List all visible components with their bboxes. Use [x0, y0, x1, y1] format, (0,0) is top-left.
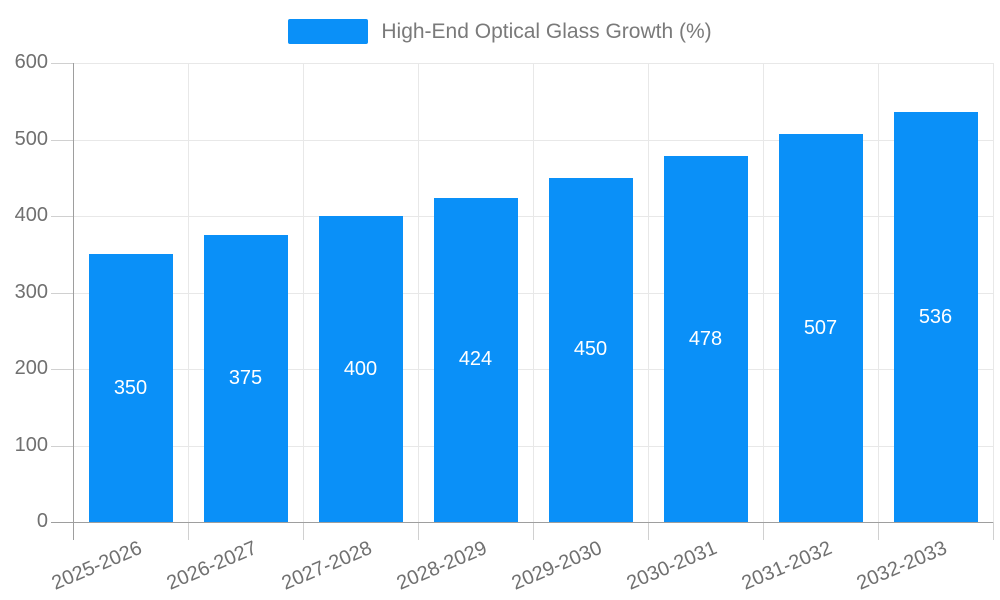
y-tick-label: 600 [14, 51, 48, 74]
bar-value-label: 424 [458, 348, 493, 371]
y-tick-mark [51, 446, 73, 447]
y-axis-line [73, 63, 74, 540]
v-gridline [188, 63, 189, 522]
x-tick-mark [763, 522, 764, 540]
x-tick-mark [878, 522, 879, 540]
bar[interactable]: 400 [318, 216, 403, 522]
y-tick-label: 300 [14, 281, 48, 304]
y-tick-mark [51, 63, 73, 64]
y-tick-mark [51, 140, 73, 141]
x-tick-mark [418, 522, 419, 540]
x-tick-label: 2027-2028 [278, 537, 376, 595]
y-tick-label: 400 [14, 204, 48, 227]
bar[interactable]: 350 [88, 254, 173, 523]
x-tick-label: 2028-2029 [393, 537, 491, 595]
v-gridline [878, 63, 879, 522]
y-tick-mark [51, 293, 73, 294]
v-gridline [303, 63, 304, 522]
bar-value-label: 478 [688, 327, 723, 350]
y-tick-label: 500 [14, 128, 48, 151]
v-gridline [533, 63, 534, 522]
x-tick-label: 2029-2030 [508, 537, 606, 595]
y-tick-mark [51, 216, 73, 217]
bar[interactable]: 424 [433, 197, 518, 522]
x-tick-mark [993, 522, 994, 540]
x-tick-mark [648, 522, 649, 540]
bar[interactable]: 450 [548, 177, 633, 523]
chart-legend[interactable]: High-End Optical Glass Growth (%) [0, 19, 1000, 44]
x-tick-label: 2030-2031 [623, 537, 721, 595]
v-gridline [418, 63, 419, 522]
x-tick-label: 2032-2033 [853, 537, 951, 595]
v-gridline [763, 63, 764, 522]
bar-value-label: 400 [343, 357, 378, 380]
bar-value-label: 450 [573, 338, 608, 361]
bar-value-label: 375 [228, 367, 263, 390]
bar-value-label: 350 [113, 376, 148, 399]
bar[interactable]: 375 [203, 235, 288, 522]
x-tick-label: 2026-2027 [163, 537, 261, 595]
x-tick-label: 2031-2032 [738, 537, 836, 595]
x-axis-line [51, 522, 993, 523]
x-tick-mark [533, 522, 534, 540]
y-tick-label: 0 [36, 510, 48, 533]
x-tick-label: 2025-2026 [48, 537, 146, 595]
y-tick-label: 200 [14, 357, 48, 380]
legend-swatch-icon [288, 19, 369, 44]
v-gridline [648, 63, 649, 522]
y-tick-mark [51, 369, 73, 370]
bar[interactable]: 478 [663, 156, 748, 522]
x-tick-mark [188, 522, 189, 540]
bar[interactable]: 507 [778, 134, 863, 522]
bar-value-label: 536 [918, 305, 953, 328]
bar[interactable]: 536 [893, 112, 978, 522]
legend-label: High-End Optical Glass Growth (%) [381, 19, 712, 43]
v-gridline [993, 63, 994, 522]
bar-value-label: 507 [803, 316, 838, 339]
x-tick-mark [303, 522, 304, 540]
y-tick-label: 100 [14, 434, 48, 457]
